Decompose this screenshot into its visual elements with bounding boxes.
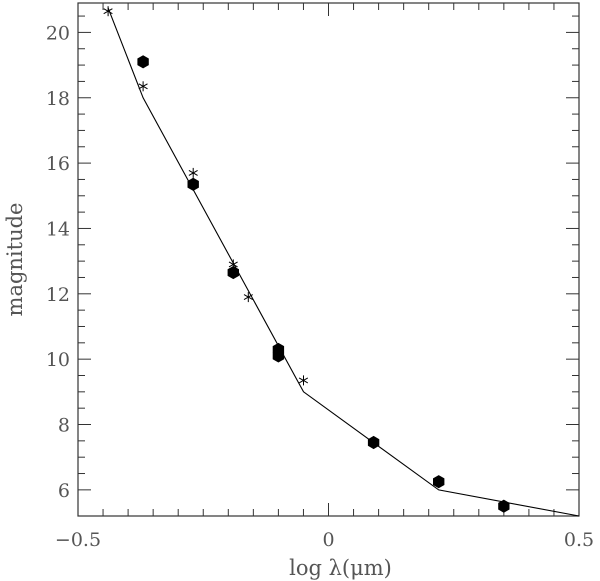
y-tick-label: 12 bbox=[46, 284, 70, 306]
y-axis-title: magnitude bbox=[3, 203, 27, 317]
filled-hexagon-point bbox=[137, 55, 149, 69]
axes: −0.5 0 0.5 6 8 10 12 14 16 18 20 bbox=[46, 2, 594, 551]
x-tick-label: 0.5 bbox=[564, 529, 594, 551]
asterisk-point bbox=[103, 6, 113, 17]
filled-hexagon-point bbox=[187, 177, 199, 191]
y-tick-label: 18 bbox=[46, 88, 70, 110]
asterisk-point bbox=[298, 375, 309, 386]
asterisk-point bbox=[188, 167, 198, 178]
asterisk-stroke bbox=[298, 377, 309, 384]
filled-hexagon-point bbox=[367, 435, 380, 450]
asterisk-stroke bbox=[228, 261, 238, 268]
model-curve-line bbox=[107, 7, 580, 517]
x-tick-label: 0 bbox=[322, 529, 334, 551]
x-axis-title: log λ(μm) bbox=[289, 556, 392, 580]
y-tick-label: 16 bbox=[46, 153, 70, 175]
x-tick-label: −0.5 bbox=[55, 529, 101, 551]
asterisk-point bbox=[228, 259, 238, 270]
filled-hexagon-point bbox=[433, 475, 445, 489]
filled-hexagon-point bbox=[227, 266, 239, 280]
y-tick-label: 8 bbox=[58, 415, 70, 437]
y-tick-label: 14 bbox=[46, 218, 70, 240]
asterisk-point bbox=[138, 81, 148, 92]
plot-frame bbox=[77, 2, 580, 517]
asterisk-point bbox=[243, 292, 253, 303]
y-tick-label: 20 bbox=[46, 22, 70, 44]
plot-area bbox=[103, 6, 580, 517]
y-tick-label: 6 bbox=[58, 480, 70, 502]
asterisk-stroke bbox=[188, 169, 198, 176]
asterisk-stroke bbox=[243, 294, 253, 301]
filled-hexagon-point bbox=[272, 342, 285, 356]
filled-hexagon-point bbox=[498, 499, 510, 513]
y-tick-label: 10 bbox=[46, 349, 70, 371]
asterisk-stroke bbox=[103, 8, 113, 15]
asterisk-stroke bbox=[138, 83, 148, 90]
